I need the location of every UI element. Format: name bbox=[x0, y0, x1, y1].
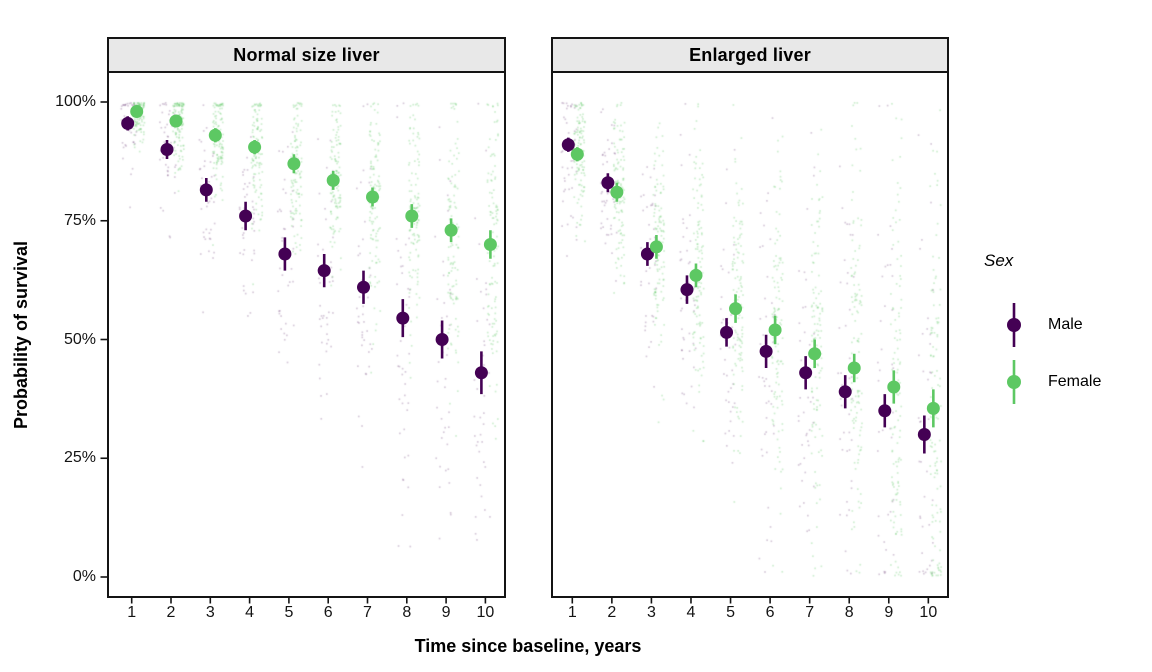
x-axis-title: Time since baseline, years bbox=[414, 636, 642, 656]
legend-label-female: Female bbox=[1048, 373, 1102, 390]
y-tick-label: 75% bbox=[63, 211, 96, 229]
x-tick-label: 1 bbox=[127, 604, 137, 621]
legend-title: Sex bbox=[984, 251, 1014, 270]
x-tick-label: 1 bbox=[567, 604, 577, 621]
x-tick-label: 9 bbox=[884, 604, 894, 621]
x-tick-label: 4 bbox=[245, 604, 255, 621]
x-tick-label: 6 bbox=[765, 604, 775, 621]
y-axis-title: Probability of survival bbox=[11, 240, 31, 430]
x-tick-label: 10 bbox=[476, 604, 495, 621]
x-tick-label: 4 bbox=[686, 604, 696, 621]
y-tick-label: 50% bbox=[63, 330, 96, 348]
y-tick-label: 0% bbox=[72, 568, 96, 585]
x-tick-label: 7 bbox=[805, 604, 815, 621]
x-tick-label: 8 bbox=[402, 604, 412, 621]
x-tick-label: 10 bbox=[919, 604, 938, 621]
x-tick-label: 7 bbox=[363, 604, 372, 621]
x-tick-label: 2 bbox=[166, 604, 176, 621]
legend-label-male: Male bbox=[1048, 316, 1083, 333]
x-tick-label: 9 bbox=[441, 604, 451, 621]
facet-title-normal-liver: Normal size liver bbox=[233, 44, 380, 65]
x-tick-label: 2 bbox=[607, 604, 617, 621]
y-tick-label: 100% bbox=[55, 93, 96, 110]
x-tick-label: 5 bbox=[726, 604, 735, 621]
y-tick-label: 25% bbox=[63, 449, 96, 467]
facet-strip-enlarged-liver: Enlarged liver bbox=[551, 37, 949, 73]
panel-normal-liver bbox=[107, 71, 506, 598]
facet-strip-normal-liver: Normal size liver bbox=[107, 37, 506, 73]
facet-title-enlarged-liver: Enlarged liver bbox=[689, 44, 811, 65]
x-tick-label: 3 bbox=[646, 604, 656, 621]
x-tick-label: 3 bbox=[205, 604, 215, 621]
x-tick-label: 5 bbox=[284, 604, 294, 621]
panel-enlarged-liver bbox=[551, 71, 949, 598]
x-tick-label: 8 bbox=[844, 604, 854, 621]
x-tick-label: 6 bbox=[323, 604, 333, 621]
